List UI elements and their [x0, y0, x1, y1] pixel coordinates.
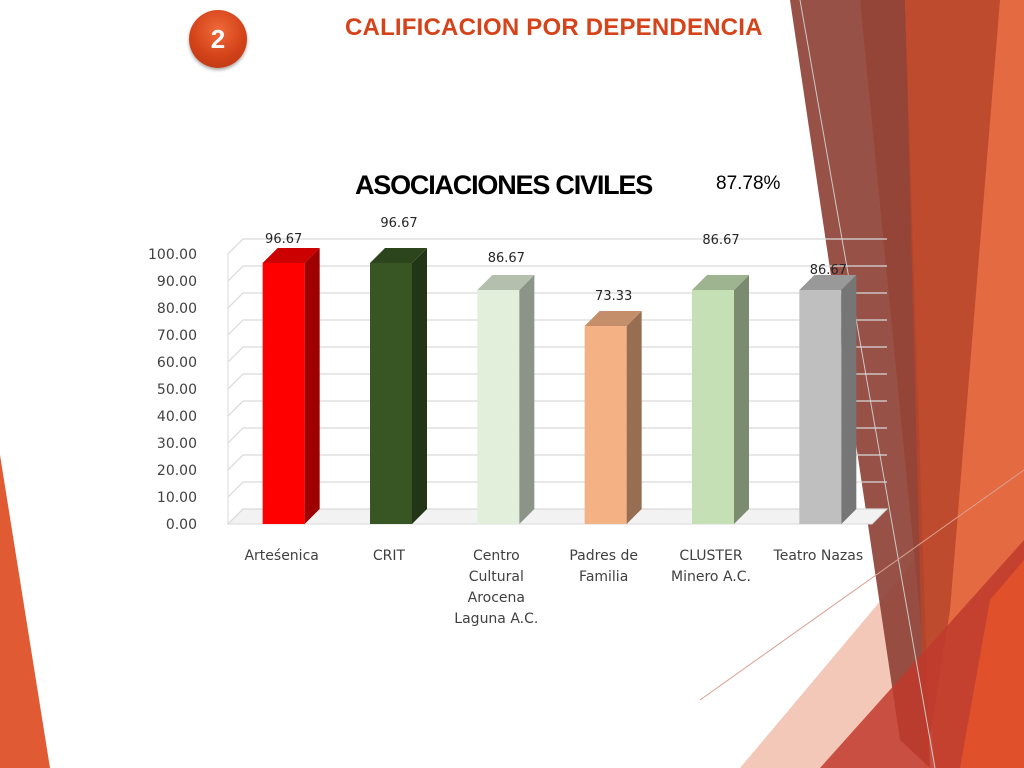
category-label: CRIT: [373, 548, 406, 564]
chart-title: ASOCIACIONES CIVILES: [355, 170, 653, 200]
category-label: Familia: [579, 569, 628, 585]
data-label: 86.67: [488, 251, 525, 266]
bar: [262, 262, 305, 524]
y-tick-label: 50.00: [157, 382, 197, 398]
y-tick-label: 40.00: [157, 409, 197, 425]
y-tick-label: 100.00: [148, 247, 197, 263]
bar-side: [412, 247, 427, 524]
gridline: [227, 238, 887, 255]
bar-side: [626, 311, 642, 524]
bar: [799, 289, 842, 524]
bar: [477, 289, 520, 524]
y-tick-label: 90.00: [157, 274, 197, 290]
category-label: Teatro Nazas: [773, 548, 864, 564]
right-decor-line: [799, 0, 936, 768]
gridline: [227, 265, 887, 282]
category-label: Centro: [473, 548, 520, 564]
gridline: [227, 481, 887, 498]
data-label: 86.67: [810, 263, 847, 278]
right-decor-accent: [960, 560, 1024, 768]
bar: [584, 326, 627, 524]
bar-side: [519, 274, 535, 524]
gridline: [227, 319, 887, 336]
category-label: Cultural: [469, 569, 524, 585]
bar-side: [304, 247, 320, 524]
category-label: Minero A.C.: [671, 569, 751, 585]
bar-top: [799, 274, 857, 290]
y-tick-label: 60.00: [157, 355, 197, 371]
page-title: CALIFICACION POR DEPENDENCIA: [345, 14, 763, 41]
y-tick-label: 80.00: [157, 301, 197, 317]
right-decor-deep: [905, 0, 1000, 768]
gridline: [227, 508, 887, 525]
category-label: Laguna A.C.: [454, 611, 538, 627]
data-label: 96.67: [380, 216, 417, 231]
category-label: Padres de: [569, 548, 638, 564]
bar: [370, 262, 412, 524]
chart-total-percentage: 87.78%: [716, 173, 781, 194]
gridline: [227, 454, 887, 471]
bar: [692, 289, 734, 524]
left-decor-shape: [0, 455, 50, 768]
bar-top: [262, 247, 320, 263]
y-tick-label: 10.00: [157, 490, 197, 506]
data-label: 73.33: [595, 289, 632, 304]
right-decor-line-2: [699, 469, 1024, 701]
category-label: CLUSTER: [679, 548, 742, 564]
gridline: [227, 427, 887, 444]
bar-side: [734, 274, 749, 524]
right-decor-dark: [790, 0, 930, 768]
gridline: [227, 346, 887, 363]
gridline: [227, 373, 887, 390]
data-label: 86.67: [702, 233, 739, 248]
bar-top: [692, 274, 749, 290]
data-label: 96.67: [265, 232, 302, 247]
category-label: Arocena: [468, 590, 525, 606]
bar-top: [370, 247, 427, 263]
y-tick-label: 0.00: [166, 517, 197, 533]
category-label: Arteśenica: [244, 548, 318, 564]
gridline: [227, 292, 887, 309]
y-tick-label: 20.00: [157, 463, 197, 479]
bar-top: [584, 311, 642, 327]
y-tick-label: 30.00: [157, 436, 197, 452]
chart-floor: [226, 508, 889, 525]
bar-side: [841, 274, 857, 524]
slide-number-badge: 2: [189, 10, 247, 68]
bar-top: [477, 274, 535, 290]
gridline: [227, 400, 887, 417]
y-tick-label: 70.00: [157, 328, 197, 344]
